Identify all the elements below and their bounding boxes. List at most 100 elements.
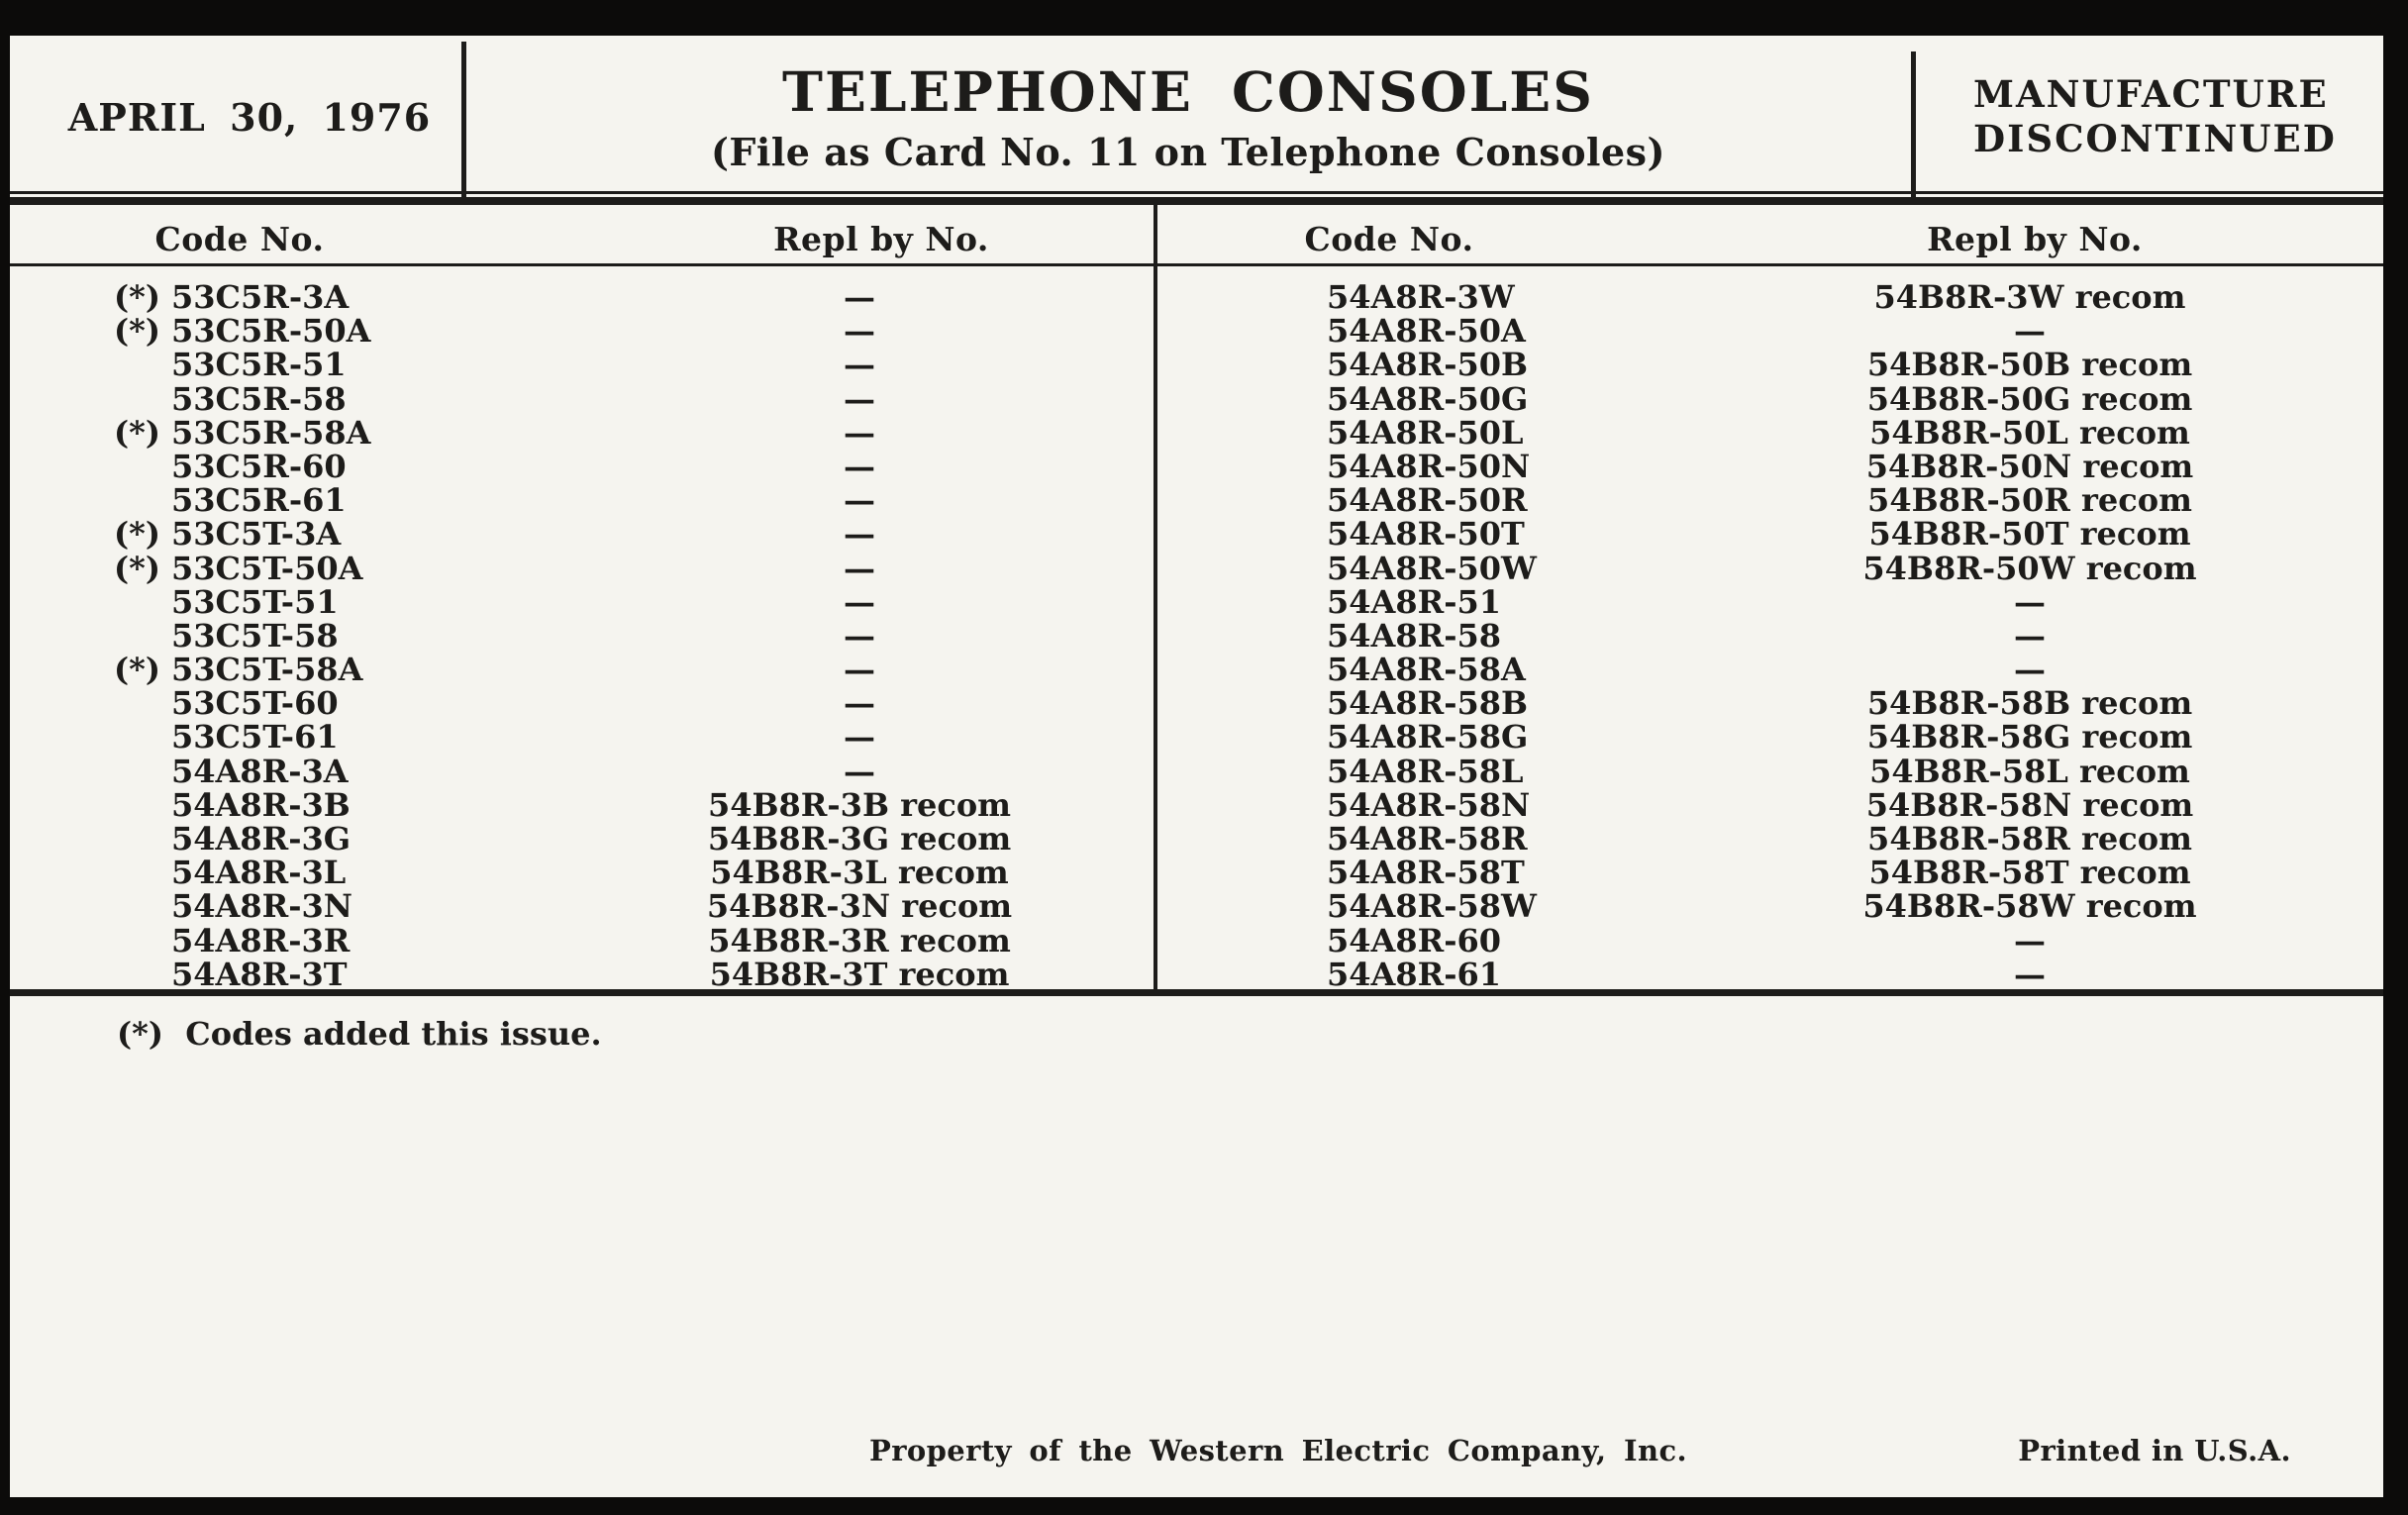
replacement-number: 54B8R-3W recom [1873,278,2186,316]
table-row: 53C5R-60 — [10,450,1154,483]
table-row: 53C5T-58 — [10,619,1154,653]
table-row: 54A8R-58R 54B8R-58R recom [1155,822,2383,856]
replacement-number: — [844,752,875,790]
replacement-number: — [844,651,875,689]
replacement-number: — [844,481,875,520]
replacement-number: — [2014,312,2046,351]
replacement-number: 54B8R-58B recom [1866,684,2193,723]
issue-date-text: APRIL 30, 1976 [67,94,432,140]
code-number: 53C5R-58 [171,379,347,418]
code-number: 54A8R-50W [1327,549,1537,587]
replacement-number: 54B8R-3R recom [708,921,1011,960]
table-row: 53C5R-51 — [10,348,1154,381]
table-row: 53C5R-61 — [10,483,1154,517]
code-number: 54A8R-50B [1327,346,1529,384]
code-number: 54A8R-3N [171,887,353,926]
code-added-marker: (*) [114,278,161,316]
replacement-number: — [844,684,875,723]
code-number: 53C5T-58 [171,616,339,655]
table-row: 54A8R-3A — [10,752,1154,790]
replacement-number: — [2014,582,2046,621]
footnote: (*) Codes added this issue. [117,1015,602,1053]
replacement-number: — [844,312,875,351]
code-number: 54A8R-3A [171,752,349,790]
code-number: 54A8R-50A [1327,312,1526,351]
replacement-number: 54B8R-3N recom [706,887,1013,926]
replacement-number: 54B8R-50W recom [1862,549,2197,587]
table-row: 54A8R-58L 54B8R-58L recom [1155,752,2383,790]
issue-date: APRIL 30, 1976 [10,36,463,198]
table-row: (*) 53C5R-3A — [10,280,1154,314]
code-number: 53C5R-51 [171,346,347,384]
table-row: 54A8R-50A — [1155,314,2383,348]
table-row: 54A8R-50N 54B8R-50N recom [1155,450,2383,483]
replacement-number: — [2014,616,2046,655]
column-header-code-left: Code No. [154,220,325,258]
replacement-number: 54B8R-58G recom [1866,718,2193,757]
table-row: 54A8R-60 — [1155,921,2383,960]
column-header-repl-right: Repl by No. [1927,220,2143,258]
table-row: 53C5T-61 — [10,720,1154,754]
code-added-marker: (*) [114,549,161,587]
replacement-number: — [844,346,875,384]
code-number: 53C5R-3A [171,278,350,316]
code-number: 54A8R-60 [1327,921,1502,960]
code-number: 54A8R-50L [1327,413,1524,452]
table-row: 54A8R-58 — [1155,619,2383,653]
replacement-number: — [844,447,875,485]
replacement-number: — [2014,955,2046,993]
code-number: 54A8R-58R [1327,820,1528,858]
code-number: 53C5R-50A [171,312,371,351]
code-number: 54A8R-3G [171,820,351,858]
table-row: 53C5T-51 — [10,582,1154,621]
replacement-number: — [2014,651,2046,689]
code-number: 54A8R-50T [1327,515,1525,554]
table-row: (*) 53C5T-58A — [10,653,1154,686]
replacement-number: — [844,413,875,452]
header-divider-left [461,42,466,198]
table-row: 54A8R-3N 54B8R-3N recom [10,889,1154,923]
table-row: (*) 53C5R-58A — [10,416,1154,450]
table-bottom-rule [10,989,2383,996]
table-row: 54A8R-50T 54B8R-50T recom [1155,517,2383,551]
table-row: (*) 53C5R-50A — [10,314,1154,348]
page-title: TELEPHONE CONSOLES [782,59,1594,124]
code-number: 54A8R-50R [1327,481,1528,520]
code-number: 54A8R-58G [1327,718,1529,757]
code-number: 53C5T-51 [171,582,339,621]
replacement-number: — [844,515,875,554]
replacement-number: 54B8R-50T recom [1868,515,2191,554]
code-number: 53C5T-61 [171,718,339,757]
table-center-divider [1154,200,1157,993]
replacement-number: 54B8R-3L recom [710,854,1009,892]
table-left: (*) 53C5R-3A — (*) 53C5R-50A — 53C5R-51 … [10,280,1154,991]
table-row: 54A8R-3L 54B8R-3L recom [10,856,1154,889]
code-number: 54A8R-58A [1327,651,1526,689]
code-number: 54A8R-51 [1327,582,1502,621]
table-row: 54A8R-58T 54B8R-58T recom [1155,856,2383,889]
replacement-number: — [2014,921,2046,960]
table-row: 54A8R-50W 54B8R-50W recom [1155,549,2383,587]
card-title-block: TELEPHONE CONSOLES (File as Card No. 11 … [463,36,1913,198]
code-number: 54A8R-58T [1327,854,1525,892]
code-number: 53C5T-50A [171,549,363,587]
header-rule-thin [10,191,2383,194]
replacement-number: 54B8R-58W recom [1862,887,2197,926]
replacement-number: 54B8R-58L recom [1869,752,2190,790]
page-subtitle: (File as Card No. 11 on Telephone Consol… [710,130,1666,174]
table-row: 54A8R-58A — [1155,653,2383,686]
replacement-number: 54B8R-3G recom [707,820,1012,858]
replacement-number: — [844,582,875,621]
status-line-1: MANUFACTURE [1973,72,2329,116]
replacement-number: 54B8R-50R recom [1867,481,2192,520]
code-number: 53C5T-58A [171,651,363,689]
table-row: 54A8R-58G 54B8R-58G recom [1155,720,2383,754]
table-row: 54A8R-58W 54B8R-58W recom [1155,889,2383,923]
column-header-code-right: Code No. [1304,220,1474,258]
replacement-number: — [844,379,875,418]
replacement-number: 54B8R-3T recom [709,955,1010,993]
code-number: 53C5R-61 [171,481,347,520]
code-number: 54A8R-50N [1327,447,1531,485]
code-added-marker: (*) [114,413,161,452]
